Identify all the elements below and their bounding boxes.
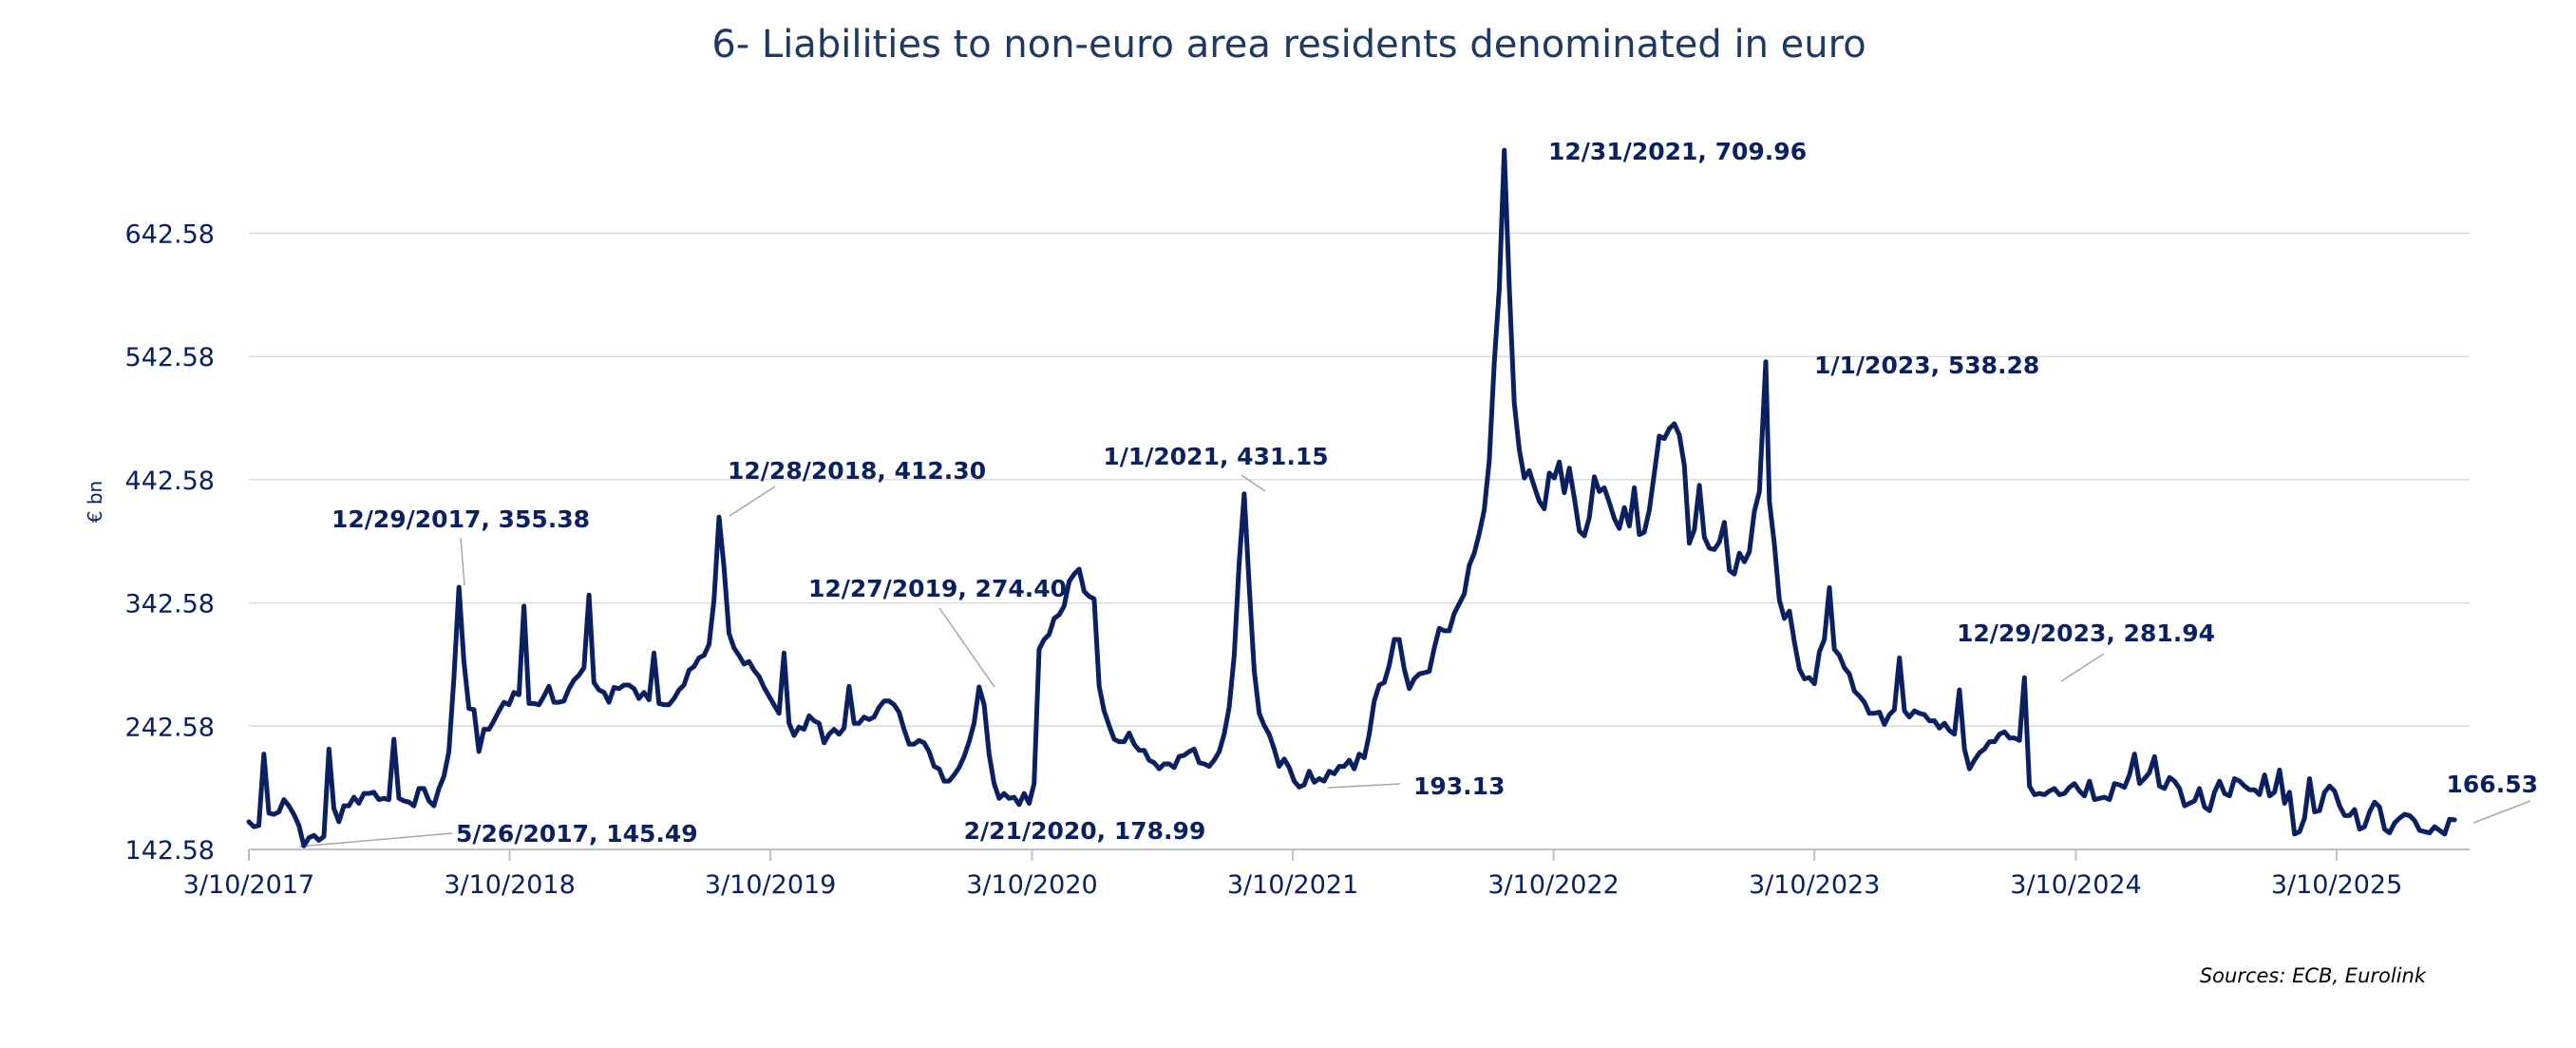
y-axis-label: € bn (84, 481, 106, 523)
annotation-leader-line (729, 486, 776, 517)
y-tick-label: 442.58 (125, 467, 215, 496)
annotation-leader-line (2060, 653, 2105, 682)
y-tick-label: 142.58 (125, 836, 215, 866)
data-annotations: 12/29/2017, 355.38 5/26/2017, 145.49 12/28… (331, 138, 2538, 848)
x-tick-label: 3/10/2019 (705, 870, 836, 900)
annotation-leader-line (938, 607, 995, 688)
y-tick-label: 242.58 (125, 713, 215, 742)
annotation-label: 12/27/2019, 274.40 (808, 575, 1067, 602)
grid-lines (249, 232, 2470, 850)
annotation-label: 12/28/2018, 412.30 (728, 457, 986, 485)
x-tick-label: 3/10/2025 (2271, 870, 2402, 900)
annotation-label: 1/1/2021, 431.15 (1103, 443, 1328, 470)
y-tick-label: 542.58 (125, 343, 215, 372)
annotation-label: 12/31/2021, 709.96 (1548, 138, 1807, 165)
chart-title: 6- Liabilities to non-euro area resident… (711, 23, 1866, 67)
x-tick-label: 3/10/2017 (183, 870, 314, 900)
annotation-label: 1/1/2023, 538.28 (1814, 352, 2039, 379)
y-axis-ticks: 142.58 242.58 342.58 442.58 542.58 642.58 (125, 220, 215, 867)
annotation-label: 193.13 (1413, 772, 1505, 800)
annotation-leader-line (1241, 474, 1266, 492)
x-axis-ticks: 3/10/2017 3/10/2018 3/10/2019 3/10/2020 3/10… (183, 849, 2402, 900)
annotation-label: 166.53 (2447, 771, 2538, 798)
x-tick-label: 3/10/2022 (1487, 870, 1619, 900)
annotation-leaders (298, 474, 2531, 848)
y-tick-label: 342.58 (125, 590, 215, 619)
x-tick-label: 3/10/2020 (966, 870, 1097, 900)
annotation-label: 12/29/2017, 355.38 (331, 505, 590, 533)
x-tick-label: 3/10/2023 (1749, 870, 1880, 900)
source-note: Sources: ECB, Eurolink (2200, 964, 2427, 987)
y-tick-label: 642.58 (125, 220, 215, 250)
annotation-leader-line (460, 537, 465, 586)
series-line (246, 147, 2457, 848)
annotation-label: 12/29/2023, 281.94 (1957, 619, 2215, 647)
annotation-leader-line (2472, 800, 2531, 824)
annotation-label: 2/21/2020, 178.99 (964, 817, 1206, 845)
x-tick-label: 3/10/2021 (1227, 870, 1358, 900)
annotation-label: 5/26/2017, 145.49 (456, 820, 698, 848)
x-tick-label: 3/10/2024 (2010, 870, 2141, 900)
annotation-leader-line (298, 832, 453, 848)
annotation-leader-line (1327, 783, 1401, 789)
x-tick-label: 3/10/2018 (444, 870, 575, 900)
